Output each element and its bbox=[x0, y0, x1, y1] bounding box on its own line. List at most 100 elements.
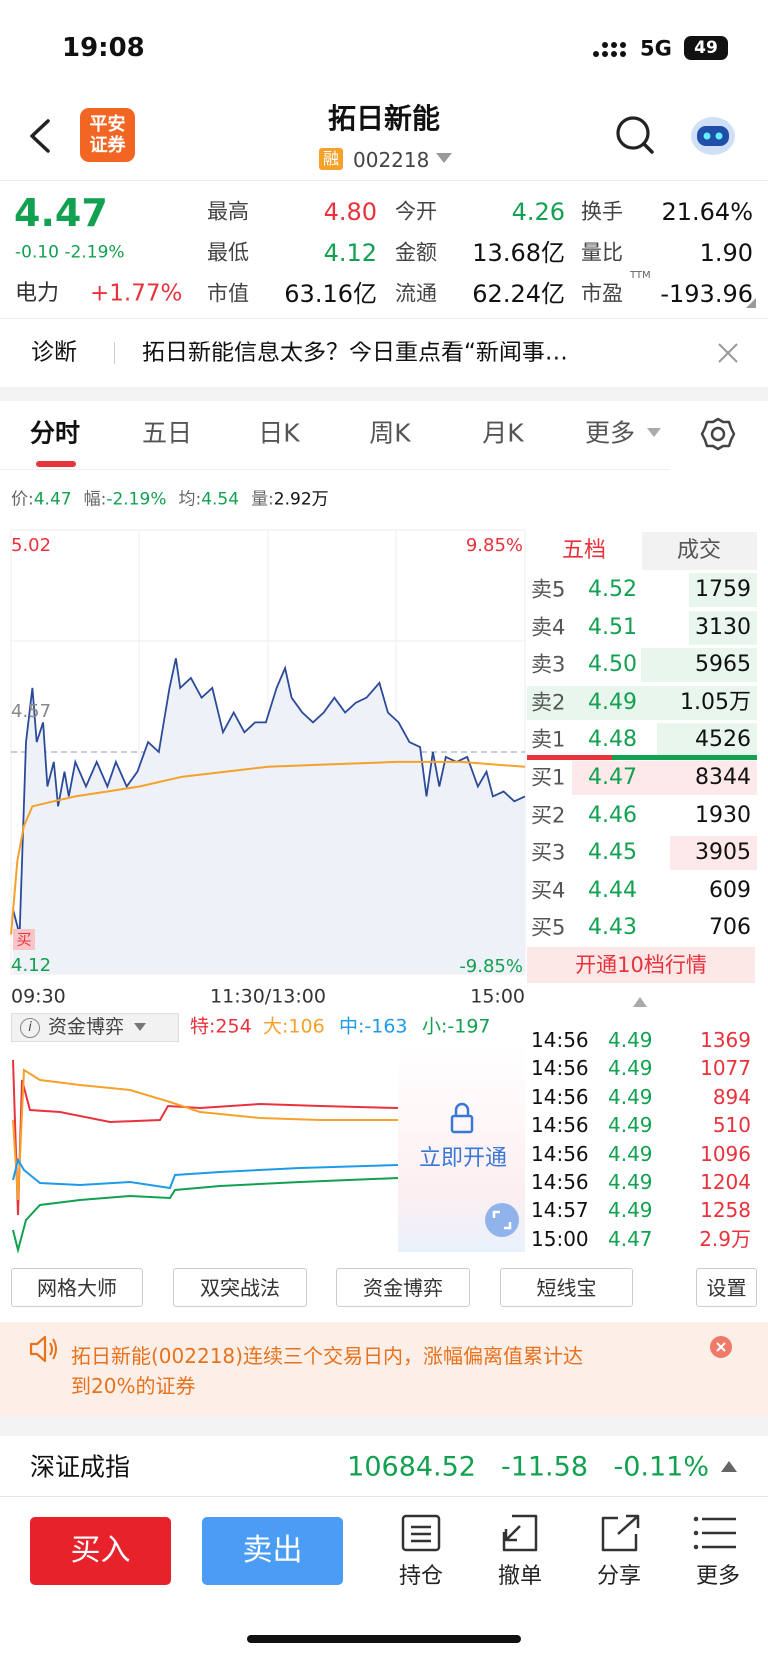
book-label: 卖5 bbox=[531, 577, 566, 602]
gap bbox=[0, 1416, 768, 1436]
dropdown-arrow[interactable] bbox=[436, 153, 452, 165]
more-arrow bbox=[647, 428, 661, 437]
expand-button[interactable] bbox=[485, 1203, 519, 1237]
broker-logo: 平安 证券 bbox=[80, 108, 135, 162]
book-price: 4.50 bbox=[588, 652, 637, 677]
sell-button[interactable]: 卖出 bbox=[202, 1517, 343, 1585]
stat-value: 4.80 bbox=[323, 198, 377, 226]
book-volume: 609 bbox=[709, 878, 751, 903]
fund-flow-item: 大:106 bbox=[263, 1015, 325, 1038]
book-volume: 3905 bbox=[695, 840, 751, 865]
divider bbox=[0, 180, 768, 181]
orderbook-tab[interactable]: 五档 bbox=[561, 538, 607, 563]
book-price: 4.51 bbox=[588, 615, 637, 640]
stat-value: 4.26 bbox=[511, 198, 565, 226]
stat-value: 4.12 bbox=[323, 239, 377, 267]
action-label[interactable]: 更多 bbox=[695, 1564, 741, 1589]
book-label: 买5 bbox=[531, 915, 566, 940]
close-button[interactable] bbox=[717, 342, 739, 364]
trade-price: 4.49 bbox=[608, 1056, 653, 1081]
trade-time: 14:56 bbox=[531, 1084, 589, 1109]
stat-label: 最低 bbox=[207, 240, 249, 265]
period-tab[interactable]: 日K bbox=[258, 418, 300, 448]
upgrade-banner[interactable]: 开通10档行情 bbox=[527, 947, 755, 983]
depth-bar bbox=[657, 723, 757, 757]
period-tab[interactable]: 五日 bbox=[141, 418, 193, 448]
search-button[interactable] bbox=[614, 114, 656, 156]
tab-active-bg bbox=[527, 532, 642, 570]
period-tab[interactable]: 更多 bbox=[584, 418, 636, 448]
trade-volume: 894 bbox=[712, 1084, 751, 1109]
stat-label: 换手 bbox=[581, 199, 623, 224]
orderbook-tab[interactable]: 成交 bbox=[676, 538, 722, 563]
book-label: 买3 bbox=[531, 840, 566, 865]
price-change: -0.10 -2.19% bbox=[15, 242, 125, 263]
action-label[interactable]: 撤单 bbox=[497, 1564, 543, 1589]
fund-flow-item: 特:254 bbox=[190, 1015, 252, 1038]
upgrade-text: 开通10档行情 bbox=[575, 952, 707, 977]
divider bbox=[0, 469, 670, 470]
battery: 49 bbox=[684, 36, 728, 60]
stat-label: 流通 bbox=[395, 281, 437, 306]
collapse-arrow[interactable] bbox=[633, 996, 647, 1008]
home-indicator bbox=[247, 1635, 521, 1643]
trade-time: 14:57 bbox=[531, 1198, 589, 1223]
action-label[interactable]: 分享 bbox=[596, 1564, 642, 1589]
period-tab[interactable]: 周K bbox=[369, 418, 411, 448]
fund-flow-item: 小:-197 bbox=[422, 1015, 491, 1038]
margin-badge: 融 bbox=[319, 148, 343, 170]
action-label[interactable]: 持仓 bbox=[398, 1564, 444, 1589]
stat-label: 量比 bbox=[581, 240, 623, 265]
info-label: 幅: bbox=[83, 489, 107, 510]
dropdown-arrow bbox=[134, 1022, 147, 1031]
trade-time: 14:56 bbox=[531, 1056, 589, 1081]
tool-button[interactable]: 网格大师 bbox=[11, 1268, 143, 1307]
trade-volume: 2.9万 bbox=[699, 1226, 751, 1251]
tool-button[interactable]: 资金博弈 bbox=[336, 1268, 470, 1307]
tool-button[interactable]: 双突战法 bbox=[173, 1268, 307, 1307]
trade-volume: 1077 bbox=[700, 1056, 751, 1081]
depth-bar bbox=[641, 648, 757, 682]
buy-button[interactable]: 买入 bbox=[30, 1517, 171, 1585]
last-price: 4.47 bbox=[14, 191, 108, 235]
book-volume: 1.05万 bbox=[680, 690, 751, 715]
diagnosis-label: 诊断 bbox=[31, 339, 77, 366]
unlock-button[interactable]: 立即开通 bbox=[418, 1146, 508, 1171]
book-label: 卖1 bbox=[531, 727, 566, 752]
info-icon: i bbox=[20, 1017, 40, 1038]
notice-close[interactable] bbox=[710, 1336, 732, 1358]
book-price: 4.43 bbox=[588, 915, 637, 940]
index-change: -11.58 bbox=[500, 1451, 588, 1483]
book-price: 4.52 bbox=[588, 577, 637, 602]
y-tick-label: 4.12 bbox=[11, 955, 51, 976]
settings-button[interactable] bbox=[700, 416, 736, 452]
diagnosis-text[interactable]: 拓日新能信息太多？今日重点看“新闻事… bbox=[142, 341, 568, 365]
fund-flow-selector[interactable]: i 资金博弈 bbox=[11, 1013, 179, 1042]
share-icon bbox=[601, 1514, 640, 1552]
period-tab[interactable]: 月K bbox=[482, 418, 524, 448]
period-tab[interactable]: 分时 bbox=[29, 418, 81, 448]
fund-line bbox=[12, 1157, 399, 1190]
book-volume: 3130 bbox=[695, 615, 751, 640]
logo-text: 证券 bbox=[89, 135, 126, 156]
book-label: 买2 bbox=[531, 803, 566, 828]
stat-label: 市盈 bbox=[581, 281, 623, 306]
fund-line bbox=[12, 1068, 398, 1201]
action-icons bbox=[401, 1514, 736, 1552]
notice-text: 到20%的证券 bbox=[71, 1374, 196, 1398]
book-price: 4.45 bbox=[588, 840, 637, 865]
change: -0.10 bbox=[15, 242, 59, 263]
tab-indicator bbox=[36, 461, 76, 467]
tool-button[interactable]: 设置 bbox=[696, 1268, 757, 1307]
back-button[interactable] bbox=[26, 118, 54, 154]
y-tick-label: 5.02 bbox=[11, 535, 51, 556]
tool-button[interactable]: 短线宝 bbox=[500, 1268, 633, 1307]
book-volume: 1930 bbox=[695, 803, 751, 828]
book-price: 4.46 bbox=[588, 803, 637, 828]
stock-code: 002218 bbox=[353, 148, 430, 172]
depth-bar bbox=[689, 573, 757, 607]
info-label: 价: bbox=[11, 489, 34, 510]
divider bbox=[114, 342, 115, 364]
expand-arrow[interactable] bbox=[721, 1460, 737, 1473]
assistant-robot[interactable] bbox=[688, 112, 738, 158]
